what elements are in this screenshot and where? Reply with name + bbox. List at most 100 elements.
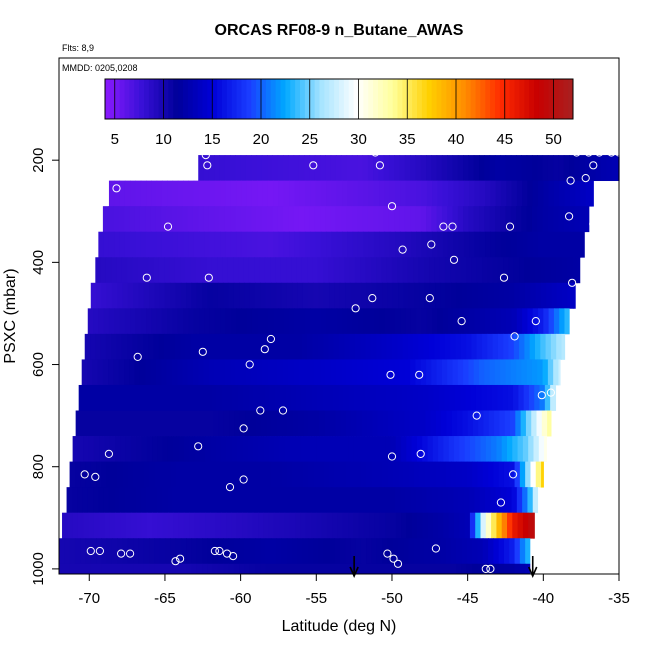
data-cell (346, 359, 353, 386)
data-cell (558, 155, 565, 182)
data-cell (124, 359, 130, 386)
data-cell (437, 231, 444, 258)
data-cell (341, 155, 348, 182)
data-cell (339, 333, 345, 360)
data-cell (164, 461, 171, 488)
data-cell (526, 359, 533, 386)
colorbar-segment (382, 79, 389, 119)
data-cell (357, 155, 364, 182)
data-cell (342, 308, 348, 335)
data-cell (155, 359, 162, 386)
data-cell (475, 436, 482, 462)
data-cell (413, 538, 420, 565)
data-cell (124, 206, 130, 233)
data-cell (410, 180, 417, 207)
data-cell (225, 308, 232, 335)
colorbar-segment (202, 79, 208, 119)
data-cell (161, 180, 168, 207)
data-cell (506, 180, 513, 207)
data-cell (538, 487, 540, 514)
data-cell (373, 155, 379, 182)
sample-point (439, 222, 448, 231)
data-cell (447, 308, 454, 335)
data-cell (437, 487, 444, 514)
data-cell (426, 487, 433, 514)
data-cell (219, 155, 226, 182)
data-cell (235, 155, 242, 182)
data-cell (180, 538, 187, 565)
data-cell (385, 512, 392, 539)
data-cell (514, 538, 521, 565)
data-cell (466, 257, 473, 284)
data-cell (289, 308, 295, 335)
data-cell (304, 155, 311, 182)
data-cell (137, 257, 144, 284)
data-cell (305, 436, 312, 462)
data-cell (100, 333, 107, 360)
data-cell (267, 231, 274, 258)
data-cell (99, 384, 106, 411)
data-cell (340, 410, 347, 437)
data-cell (502, 384, 509, 411)
data-cell (59, 563, 65, 575)
data-cell (491, 512, 498, 539)
data-cell (222, 257, 229, 284)
sample-point (427, 240, 436, 249)
data-cell (357, 206, 364, 233)
data-cell (143, 538, 150, 565)
data-cell (547, 206, 554, 233)
data-cell (286, 257, 292, 284)
data-cell (350, 538, 357, 565)
data-cell (230, 206, 236, 233)
data-cell (259, 257, 266, 284)
colorbar-segment (368, 79, 374, 119)
data-cell (431, 359, 438, 386)
data-cell (335, 155, 342, 182)
data-cell (85, 563, 92, 575)
data-cell (286, 282, 293, 309)
data-cell (496, 512, 503, 539)
data-cell (96, 461, 102, 488)
data-cell (519, 333, 526, 360)
data-cell (362, 206, 369, 233)
data-cell (382, 410, 389, 437)
data-cell (219, 206, 226, 233)
data-cell (205, 436, 211, 462)
data-cell (246, 180, 253, 207)
data-cell (522, 487, 529, 514)
colorbar-segment (241, 79, 247, 119)
data-cell (474, 308, 481, 335)
data-cell (443, 512, 450, 539)
data-cell (310, 231, 317, 258)
data-cell (299, 231, 306, 258)
data-cell (497, 257, 504, 284)
data-cell (463, 308, 470, 335)
data-cell (456, 563, 463, 575)
data-cell (297, 461, 304, 488)
data-cell (278, 180, 285, 207)
data-cell (276, 461, 283, 488)
colorbar-segment (373, 79, 379, 119)
data-cell (431, 206, 438, 233)
colorbar: 5 10 15 20 25 30 35 40 45 50 (104, 78, 574, 148)
data-cell (288, 359, 295, 386)
data-cell (328, 333, 335, 360)
data-band (66, 487, 540, 514)
data-cell (289, 180, 295, 207)
colorbar-segment (407, 79, 413, 119)
data-cell (379, 180, 386, 207)
data-cell (325, 155, 332, 182)
colorbar-tick-label: 5 (111, 131, 119, 148)
data-cell (175, 563, 182, 575)
data-cell (403, 282, 410, 309)
data-cell (251, 231, 258, 258)
data-cell (356, 410, 363, 437)
data-cell (210, 436, 217, 462)
data-cell (202, 461, 208, 488)
colorbar-segment (197, 79, 204, 119)
data-cell (137, 333, 144, 360)
data-cell (453, 308, 460, 335)
data-band (78, 384, 557, 411)
data-cell (187, 359, 194, 386)
